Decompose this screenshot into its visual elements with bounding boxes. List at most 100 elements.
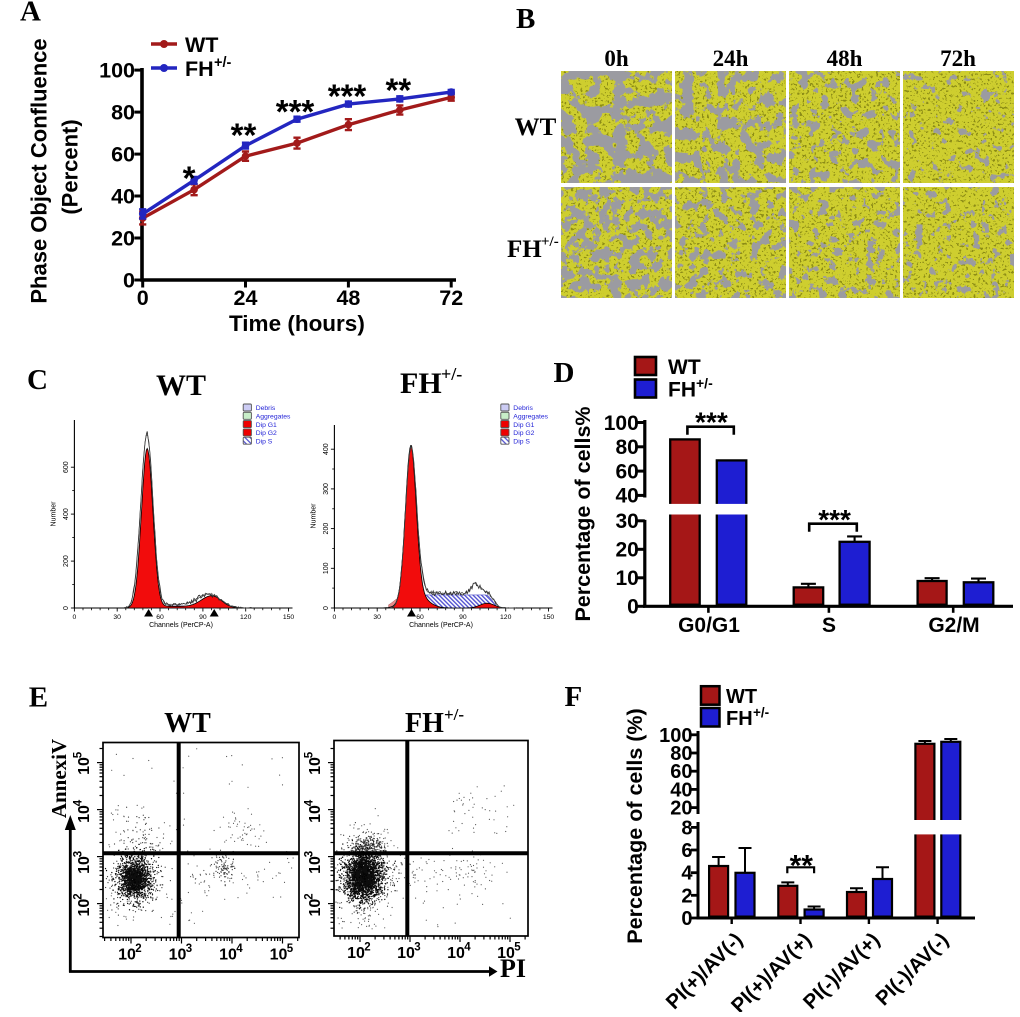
svg-text:300: 300 (323, 483, 330, 495)
svg-text:Aggregates: Aggregates (513, 414, 548, 421)
svg-text:10: 10 (307, 899, 324, 917)
svg-text:+/-: +/- (444, 705, 464, 724)
svg-text:3: 3 (186, 943, 192, 955)
svg-text:10: 10 (307, 757, 324, 775)
svg-text:10: 10 (615, 567, 638, 590)
svg-text:**: ** (385, 71, 411, 108)
svg-text:100: 100 (323, 562, 330, 574)
svg-text:120: 120 (240, 614, 252, 621)
svg-text:***: *** (695, 407, 728, 438)
svg-text:24h: 24h (713, 46, 749, 71)
svg-text:72h: 72h (940, 46, 976, 71)
svg-text:10: 10 (347, 945, 365, 962)
svg-text:FH: FH (400, 367, 442, 400)
svg-text:Dip G2: Dip G2 (513, 430, 534, 437)
svg-text:+/-: +/- (696, 375, 713, 391)
svg-text:400: 400 (323, 443, 330, 455)
svg-text:72: 72 (439, 286, 463, 310)
svg-text:0: 0 (627, 596, 639, 619)
svg-text:WT: WT (668, 356, 701, 379)
svg-text:200: 200 (63, 555, 70, 567)
svg-text:WT: WT (515, 114, 557, 141)
svg-text:4: 4 (304, 799, 316, 806)
svg-text:0: 0 (681, 908, 692, 930)
svg-text:0h: 0h (604, 46, 629, 71)
svg-text:***: *** (328, 77, 367, 114)
svg-text:2: 2 (681, 885, 692, 907)
svg-text:0: 0 (123, 268, 135, 292)
svg-text:Dip G2: Dip G2 (256, 430, 277, 437)
svg-text:20: 20 (111, 226, 135, 250)
svg-text:10: 10 (307, 856, 324, 874)
svg-text:D: D (554, 357, 575, 389)
svg-text:G0/G1: G0/G1 (678, 614, 740, 637)
svg-text:WT: WT (726, 686, 757, 708)
svg-text:40: 40 (670, 779, 692, 801)
svg-text:*: * (183, 159, 196, 196)
svg-text:WT: WT (156, 369, 206, 402)
svg-text:FH: FH (405, 708, 444, 739)
svg-text:Debris: Debris (513, 405, 533, 412)
svg-text:S: S (822, 614, 836, 637)
svg-text:60: 60 (416, 614, 424, 621)
svg-text:10: 10 (76, 757, 93, 775)
svg-text:AnnexiV: AnnexiV (47, 739, 71, 818)
svg-text:A: A (20, 0, 41, 28)
svg-text:80: 80 (670, 743, 692, 765)
svg-text:5: 5 (514, 942, 521, 954)
svg-text:10: 10 (397, 945, 415, 962)
svg-text:90: 90 (199, 614, 207, 621)
svg-text:48h: 48h (827, 46, 863, 71)
svg-text:60: 60 (670, 761, 692, 783)
svg-text:FH: FH (185, 57, 214, 81)
svg-text:+/-: +/- (441, 364, 462, 384)
svg-text:48: 48 (336, 286, 360, 310)
svg-text:5: 5 (73, 751, 85, 758)
svg-text:Dip G1: Dip G1 (256, 422, 277, 429)
svg-text:**: ** (231, 116, 257, 153)
svg-text:30: 30 (113, 614, 121, 621)
svg-text:80: 80 (615, 436, 638, 459)
svg-text:40: 40 (615, 485, 638, 508)
svg-text:600: 600 (63, 461, 70, 473)
svg-text:3: 3 (414, 942, 420, 954)
svg-text:30: 30 (373, 614, 381, 621)
svg-text:Dip S: Dip S (513, 438, 530, 445)
svg-text:10: 10 (270, 947, 288, 964)
svg-text:(Percent): (Percent) (58, 119, 83, 214)
svg-text:24: 24 (234, 286, 258, 310)
svg-text:0: 0 (323, 606, 330, 610)
svg-text:2: 2 (304, 893, 316, 899)
svg-text:***: *** (818, 504, 851, 535)
svg-text:30: 30 (615, 510, 638, 533)
svg-text:+/-: +/- (753, 705, 769, 720)
svg-text:5: 5 (304, 751, 316, 758)
svg-text:Number: Number (310, 503, 317, 529)
svg-text:2: 2 (73, 893, 85, 899)
svg-text:0: 0 (73, 614, 77, 621)
svg-text:G2/M: G2/M (928, 614, 979, 637)
svg-text:100: 100 (604, 412, 639, 435)
svg-text:C: C (27, 364, 48, 396)
svg-text:10: 10 (76, 805, 93, 823)
svg-text:4: 4 (73, 799, 85, 806)
svg-text:2: 2 (364, 942, 370, 954)
svg-text:Percentage of cells%: Percentage of cells% (571, 406, 595, 621)
svg-text:4: 4 (681, 863, 693, 885)
svg-text:10: 10 (76, 856, 93, 874)
svg-text:Percentage of cells (%): Percentage of cells (%) (623, 708, 647, 943)
svg-text:Debris: Debris (256, 405, 276, 412)
svg-text:WT: WT (185, 33, 218, 57)
svg-text:10: 10 (219, 947, 237, 964)
svg-text:60: 60 (615, 460, 638, 483)
svg-text:80: 80 (111, 100, 135, 124)
svg-text:+/-: +/- (541, 234, 559, 250)
svg-text:60: 60 (111, 142, 135, 166)
svg-text:400: 400 (63, 508, 70, 520)
svg-text:150: 150 (543, 614, 555, 621)
svg-text:2: 2 (135, 943, 141, 955)
svg-text:20: 20 (615, 539, 638, 562)
svg-text:0: 0 (137, 286, 149, 310)
svg-text:***: *** (276, 93, 315, 130)
svg-text:PI(-)/AV(-): PI(-)/AV(-) (871, 928, 953, 1010)
